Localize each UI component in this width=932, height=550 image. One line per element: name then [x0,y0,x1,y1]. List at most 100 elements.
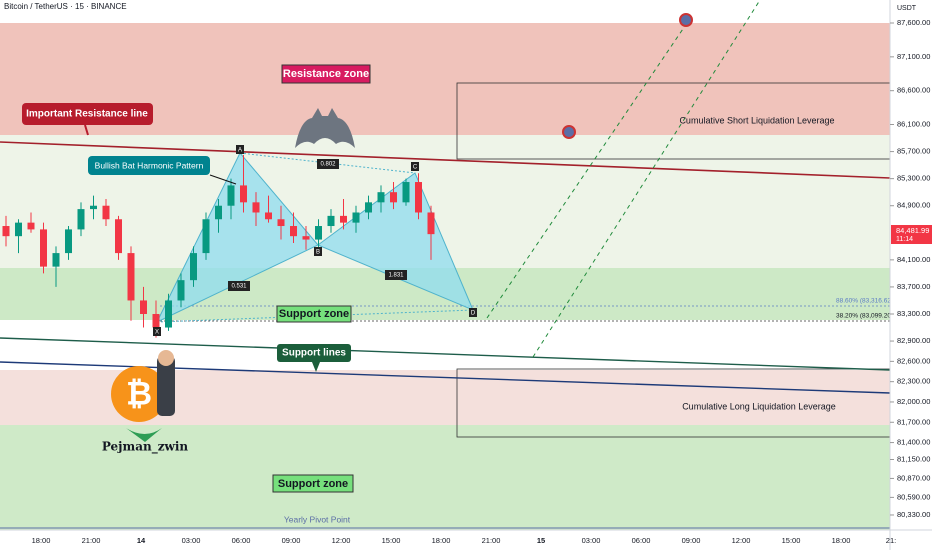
candle-body [90,205,97,210]
label-box [272,474,354,493]
resistance-pointer [84,124,89,136]
candle-body [15,222,22,237]
point-label: A [238,148,242,154]
candle-body [140,300,147,314]
y-tick-label: 83,700.00 [897,282,930,291]
candle-body [415,182,422,213]
candle-body [402,182,410,203]
target-icon [562,125,576,139]
y-tick-label: 81,700.00 [897,417,930,426]
candle-body [190,253,197,281]
y-tick-label: 80,870.00 [897,473,930,482]
y-tick-label: 84,100.00 [897,255,930,264]
candle-body [390,192,397,203]
currency: USDT [897,5,917,12]
fib-label: 88.60% (83,316.62) [836,298,893,305]
x-tick-label: 18:00 [432,536,451,545]
long-liq-label: Cumulative Long Liquidation Leverage [682,401,836,411]
candle-body [377,192,385,203]
pattern-pointer [209,174,237,185]
support-zone-band-2 [0,425,890,530]
projection-line [532,0,761,358]
fib-label: 38.20% (83,099.20) [836,313,893,320]
point-label: C [413,165,418,171]
candle-body [127,253,135,301]
label-box [276,305,352,323]
point-label: B [316,250,320,256]
last-price: 84,481.99 [896,226,929,235]
x-tick-label: 12:00 [332,536,351,545]
avatar: ₿ [111,350,175,442]
support-line-1 [0,337,891,371]
candle-body [52,253,60,267]
candle-body [77,209,85,230]
x-tick-label: 15:00 [782,536,801,545]
candle-body [315,226,322,240]
y-tick-label: 83,300.00 [897,309,930,318]
label-box [88,156,210,175]
resistance-line [0,141,891,179]
target-icon [679,13,693,27]
x-tick-label: 03:00 [582,536,601,545]
candle-body [365,202,372,213]
label-box [22,103,153,125]
ratio-label: 1.831 [388,273,404,279]
y-tick-label: 81,150.00 [897,454,930,463]
author: Pejman_zwin [102,440,189,455]
candle-body [240,185,247,203]
y-tick-label: 85,300.00 [897,174,930,183]
short-liq-label: Cumulative Short Liquidation Leverage [679,115,834,125]
candle-body [102,205,110,220]
y-tick-label: 82,300.00 [897,377,930,386]
candle-body [427,212,435,235]
x-tick-label: 09:00 [282,536,301,545]
candle-body [302,236,310,240]
x-tick-label: 14 [137,536,146,545]
y-tick-label: 80,330.00 [897,510,930,519]
candle-body [202,219,210,254]
x-tick-label: 03:00 [182,536,201,545]
candle-body [165,300,172,328]
x-tick-label: 18:00 [32,536,51,545]
candle-body [27,222,35,230]
candle-body [352,212,360,223]
ratio-label: 0.531 [231,284,247,290]
candle-body [327,215,335,227]
x-tick-label: 21: [886,536,896,545]
y-tick-label: 87,600.00 [897,18,930,27]
candle-body [65,229,72,254]
candle-body [340,215,347,223]
label-box [277,344,351,362]
y-tick-label: 85,700.00 [897,147,930,156]
x-tick-label: 06:00 [632,536,651,545]
resistance-zone-label: Resistance zone [283,68,369,80]
x-tick-label: 21:00 [82,536,101,545]
candle-body [152,313,160,328]
candle-body [177,280,185,301]
y-tick-label: 82,600.00 [897,356,930,365]
support-lines-label: Support lines [282,348,346,359]
candle-body [227,185,235,206]
y-tick-label: 86,600.00 [897,86,930,95]
pattern-xd [156,309,474,323]
point-label: X [155,330,159,336]
axes: 87,600.00 87,100.00 86,600.00 86,100.00 85,7… [32,18,932,545]
support-zone-label: Support zone [278,478,348,490]
y-tick-label: 82,900.00 [897,336,930,345]
candle-body [2,226,10,237]
x-tick-label: 12:00 [732,536,751,545]
projection-line [486,22,688,319]
candle-body [215,205,222,220]
ratio-label: 0.802 [320,162,336,168]
candle-body [115,219,122,254]
price-axis [890,0,932,550]
x-tick-label: 21:00 [482,536,501,545]
candle-body [252,202,260,213]
bat-icon [295,108,355,148]
x-tick-label: 06:00 [232,536,251,545]
candle-body [290,226,297,237]
x-tick-label: 15 [537,536,545,545]
x-tick-label: 15:00 [382,536,401,545]
candle-body [40,229,47,267]
